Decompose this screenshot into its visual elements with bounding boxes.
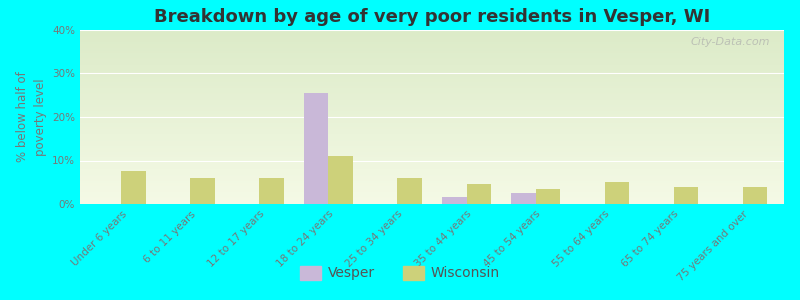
Y-axis label: % below half of
poverty level: % below half of poverty level [15,72,46,162]
Bar [329,156,353,204]
Legend: Vesper, Wisconsin: Vesper, Wisconsin [294,260,506,286]
Title: Breakdown by age of very poor residents in Vesper, WI: Breakdown by age of very poor residents … [154,8,710,26]
Bar [190,178,214,204]
Bar [466,184,490,204]
Text: City-Data.com: City-Data.com [690,37,770,47]
Bar [398,178,422,204]
Bar [304,93,329,204]
Bar [605,182,629,204]
Bar [674,187,698,204]
Bar [742,187,766,204]
Bar [122,171,146,204]
Bar [442,197,466,204]
Bar [259,178,284,204]
Bar [511,193,535,204]
Bar [535,189,560,204]
